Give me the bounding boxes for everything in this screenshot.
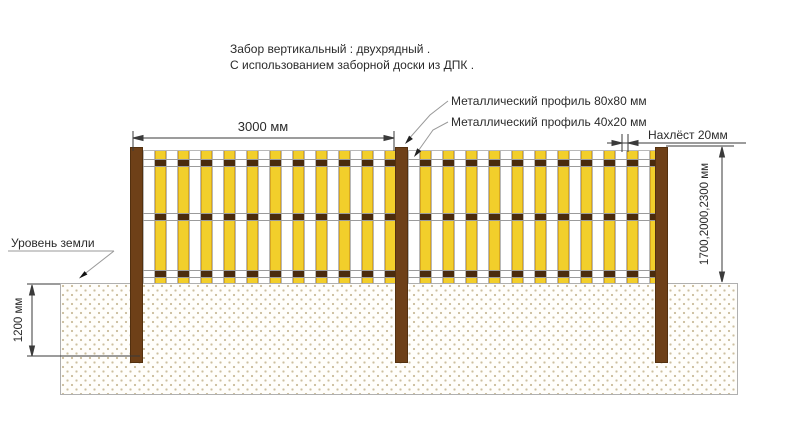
title-line2: С использованием заборной доски из ДПК . (230, 58, 475, 72)
dimension-span-label: 3000 мм (237, 119, 289, 134)
leader-ground-arrowhead (79, 271, 88, 279)
callout-profile80-label: Металлический профиль 80x80 мм (451, 94, 647, 108)
leader-profile80-arrowhead (405, 135, 413, 144)
rail-top (143, 159, 395, 167)
callout-overlap-label: Нахлёст 20мм (648, 128, 728, 142)
title-line1: Забор вертикальный : двухрядный . (230, 42, 431, 56)
callout-profile40-label: Металлический профиль 40x20 мм (451, 115, 647, 129)
diagram-title: Забор вертикальный : двухрядный . С испо… (230, 41, 474, 73)
callout-ground-level-label: Уровень земли (11, 236, 95, 250)
fence-post-left (130, 147, 143, 363)
dimension-span-lines (132, 131, 395, 151)
rail-bottom (143, 270, 395, 278)
fence-post-right (655, 147, 668, 363)
fence-post-middle (395, 147, 408, 363)
rail-bottom (408, 270, 655, 278)
fence-panel-left (143, 150, 395, 283)
rail-top (408, 159, 655, 167)
fence-panel-right (408, 150, 655, 283)
dimension-depth-label: 1200 мм (13, 297, 25, 343)
leader-profile80 (406, 100, 449, 142)
rail-middle (408, 213, 655, 221)
leader-ground-level (8, 250, 115, 277)
rail-middle (143, 213, 395, 221)
dimension-height-label: 1700,2000,2300 мм (699, 162, 711, 266)
